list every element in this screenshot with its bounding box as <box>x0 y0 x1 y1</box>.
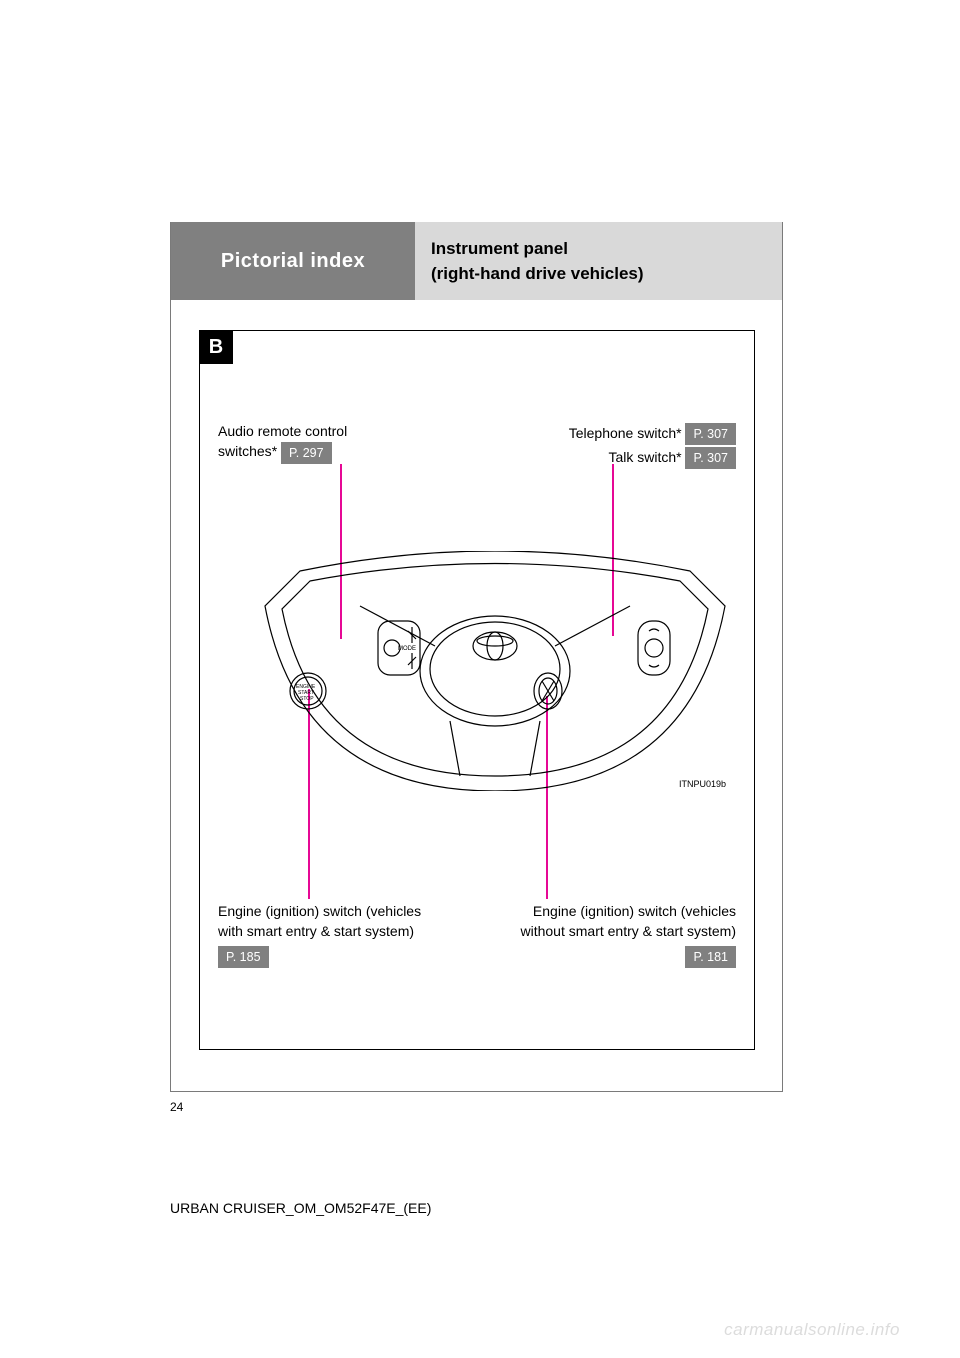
header-right: Instrument panel (right-hand drive vehic… <box>415 222 782 300</box>
header-left: Pictorial index <box>171 222 415 300</box>
header-row: Pictorial index Instrument panel (right-… <box>171 222 782 300</box>
header-title-line1: Instrument panel <box>431 236 782 262</box>
watermark: carmanualsonline.info <box>724 1320 900 1340</box>
inner-frame: B Audio remote control switches* P. 297 … <box>199 330 755 1050</box>
label-audio-remote: Audio remote control switches* P. 297 <box>218 421 347 464</box>
label-telephone-text: Telephone switch <box>569 425 676 441</box>
steering-svg: MODE ENGINE START STOP <box>260 551 730 791</box>
page-ref-audio: P. 297 <box>281 442 332 464</box>
page-ref-engine-without: P. 181 <box>685 946 736 968</box>
asterisk-icon: * <box>272 443 277 459</box>
label-engine-without-line2: without smart entry & start system) <box>521 921 737 941</box>
asterisk-icon: * <box>676 449 681 465</box>
document-id: URBAN CRUISER_OM_OM52F47E_(EE) <box>170 1200 431 1216</box>
steering-diagram: MODE ENGINE START STOP <box>260 551 730 791</box>
label-talk: Talk switch* P. 307 <box>608 447 736 469</box>
page-ref-talk: P. 307 <box>685 447 736 469</box>
label-talk-text: Talk switch <box>608 449 676 465</box>
header-title-line2: (right-hand drive vehicles) <box>431 261 782 287</box>
label-audio-remote-line2: switches* P. 297 <box>218 441 347 463</box>
label-audio-remote-line1: Audio remote control <box>218 421 347 441</box>
page-number: 24 <box>170 1100 183 1114</box>
body-area: B Audio remote control switches* P. 297 … <box>171 300 782 1091</box>
label-telephone: Telephone switch* P. 307 <box>569 423 736 445</box>
page-ref-engine-with: P. 185 <box>218 946 269 968</box>
asterisk-icon: * <box>676 425 681 441</box>
label-engine-without-line1: Engine (ignition) switch (vehicles <box>521 901 737 921</box>
label-engine-without: Engine (ignition) switch (vehicles witho… <box>521 901 737 968</box>
svg-text:STOP: STOP <box>300 696 314 702</box>
main-panel: Pictorial index Instrument panel (right-… <box>170 222 783 1092</box>
label-engine-with: Engine (ignition) switch (vehicles with … <box>218 901 421 968</box>
page-ref-telephone: P. 307 <box>685 423 736 445</box>
label-audio-remote-line2-prefix: switches <box>218 443 272 459</box>
corner-badge: B <box>199 330 233 364</box>
image-id: ITNPU019b <box>679 779 726 789</box>
label-engine-with-line1: Engine (ignition) switch (vehicles <box>218 901 421 921</box>
svg-text:MODE: MODE <box>398 646 416 652</box>
label-engine-with-line2: with smart entry & start system) <box>218 921 421 941</box>
